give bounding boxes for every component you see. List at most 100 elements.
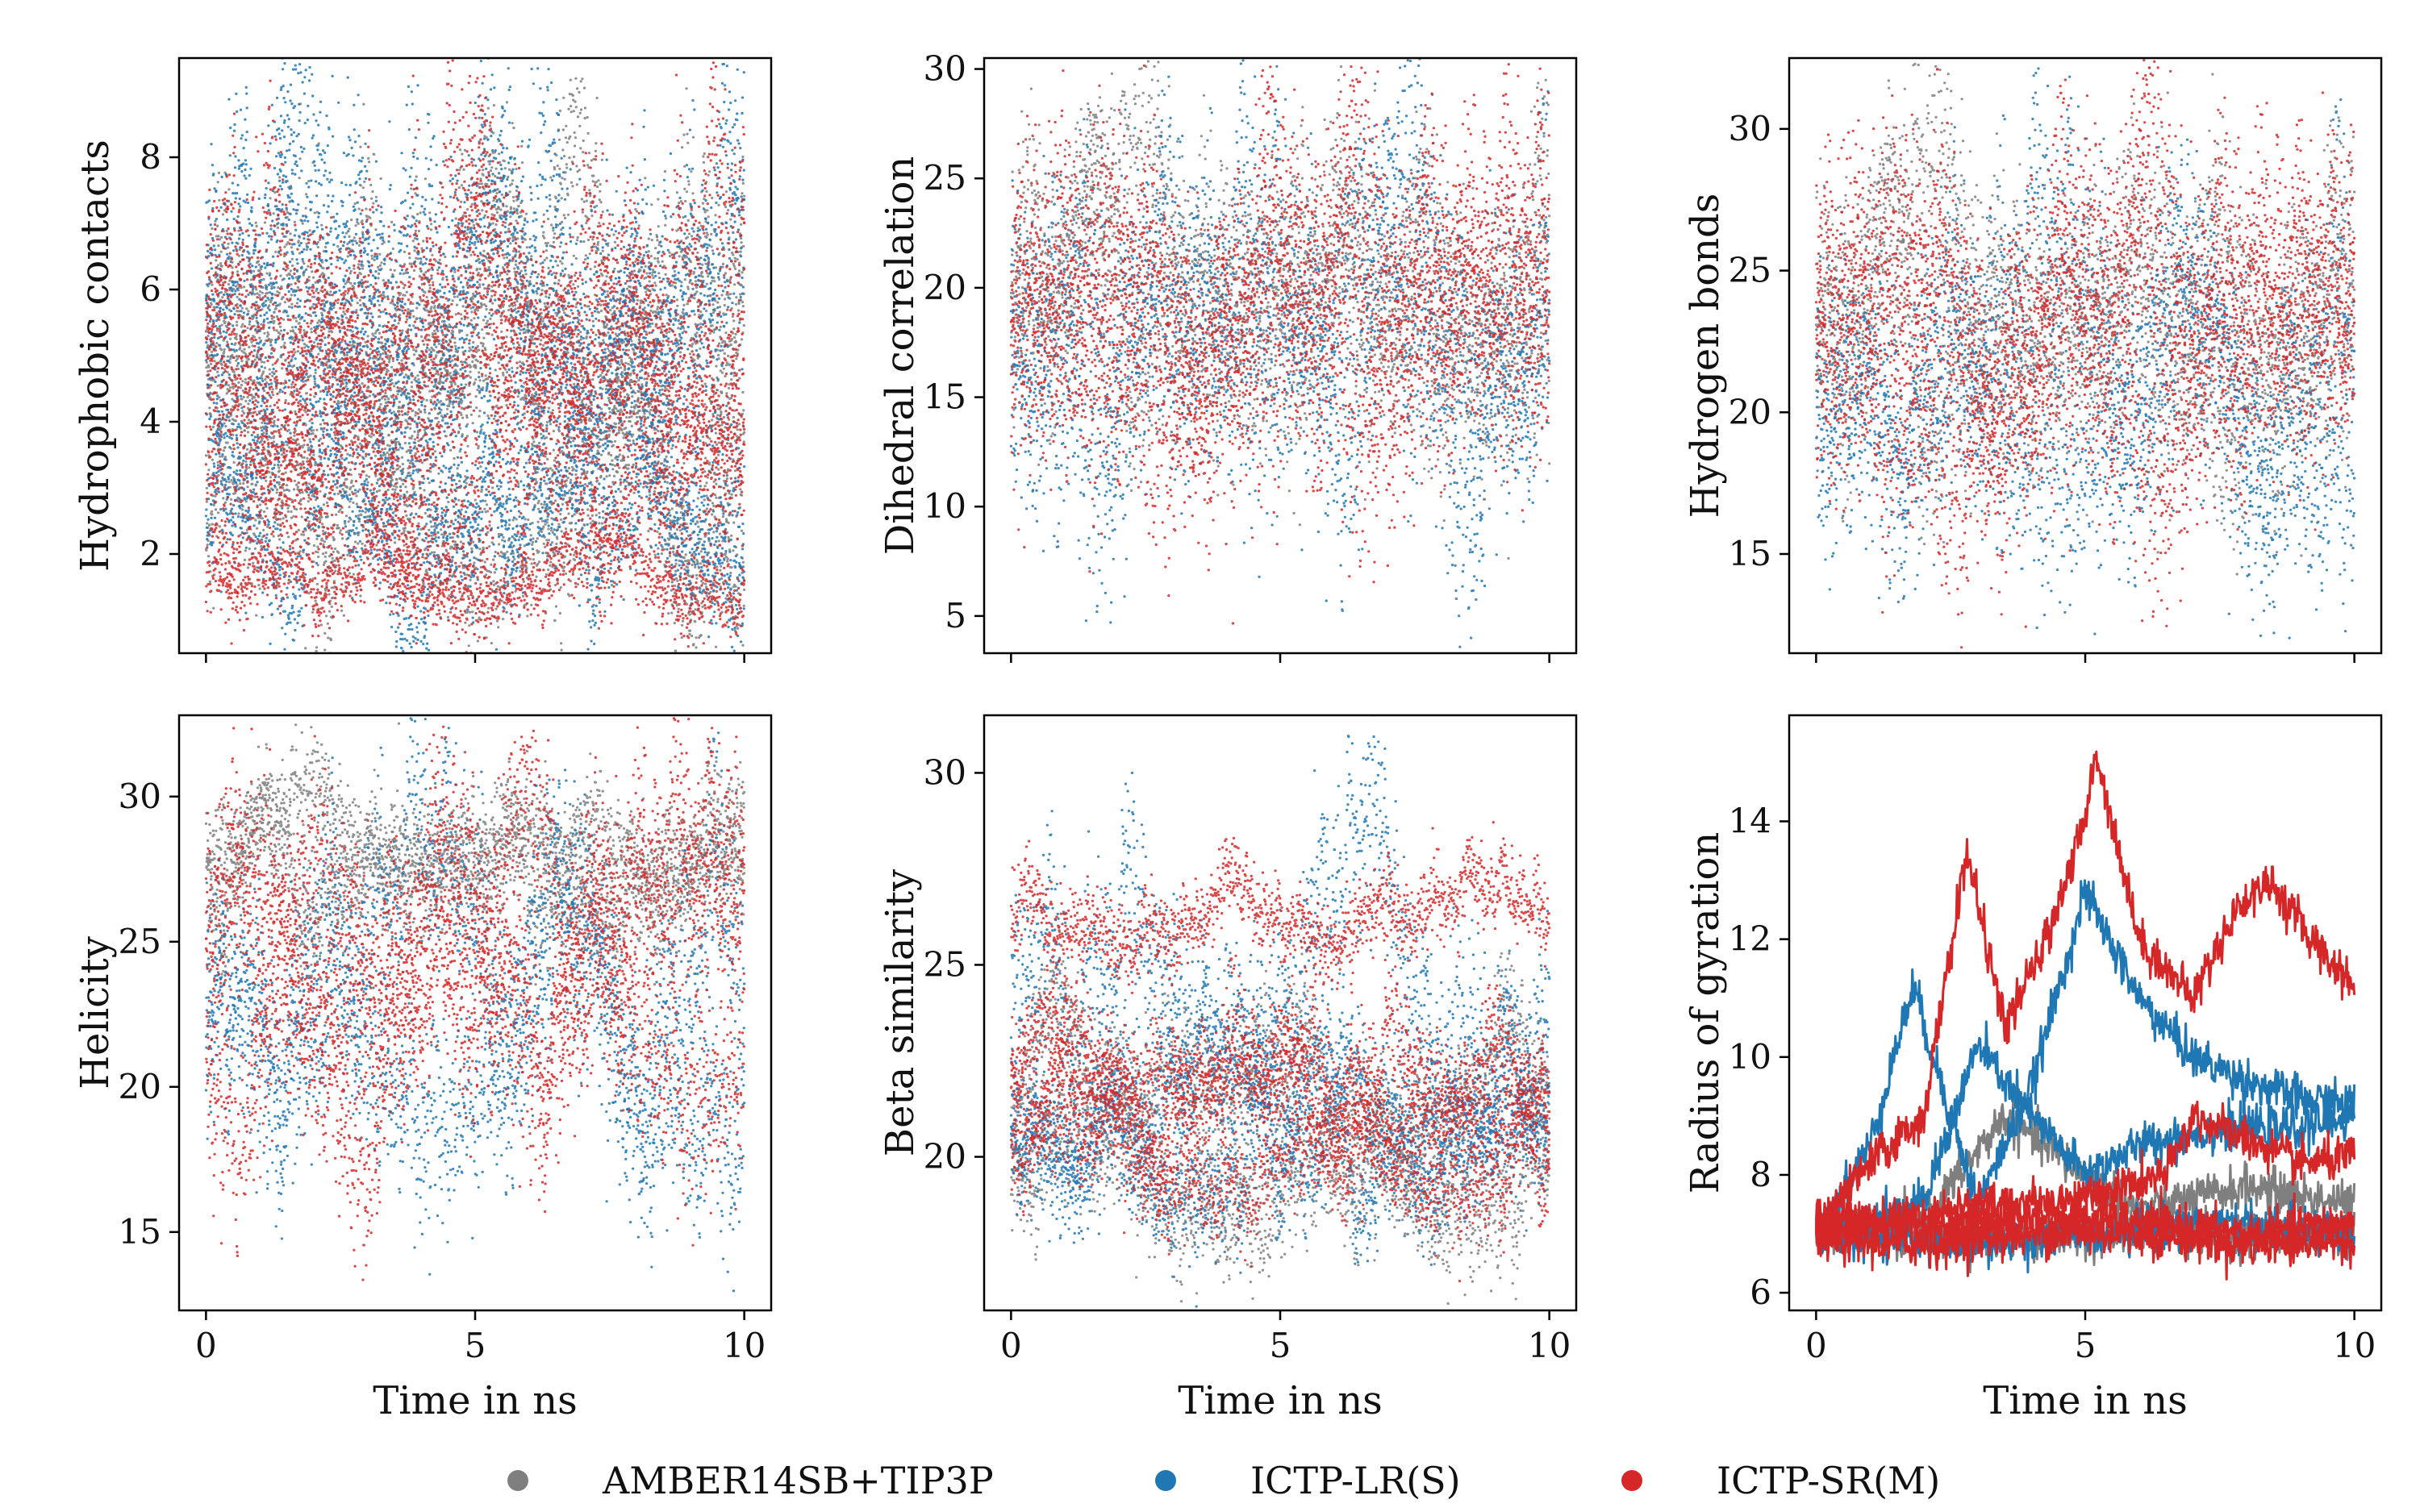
- series-AMBER14SB+TIP3P: [204, 722, 746, 998]
- trajectory-points: [204, 58, 745, 549]
- trajectory-points: [1009, 75, 1551, 518]
- y-axis-label: Hydrophobic contacts: [73, 140, 118, 572]
- panel-helicity: 15 20 25 30 0 5 10 Helicity Time in ns: [73, 714, 773, 1423]
- trajectory-line: [1814, 879, 2356, 1248]
- series-ICTP-SR(M): [1009, 821, 1551, 1283]
- x-axis-label: Time in ns: [1983, 1378, 2188, 1423]
- series-ICTP-LR(S): [204, 717, 746, 1293]
- legend-label: ICTP-LR(S): [1250, 1459, 1461, 1502]
- legend-item: ICTP-SR(M): [1621, 1459, 1940, 1502]
- plot-area-dihedral: [1009, 58, 1551, 648]
- x-tick-label: 5: [465, 1326, 486, 1365]
- y-tick-label: 5: [945, 596, 966, 635]
- y-axis-label: Radius of gyration: [1683, 832, 1728, 1194]
- y-tick-label: 10: [924, 486, 966, 526]
- trajectory-points: [1009, 63, 1551, 598]
- x-tick-label: 0: [1805, 1326, 1827, 1365]
- trajectory-line: [1814, 1185, 2355, 1264]
- y-tick-label: 20: [1729, 392, 1771, 431]
- x-tick-label: 0: [1000, 1326, 1022, 1365]
- y-tick-label: 25: [119, 922, 161, 961]
- legend-marker: [507, 1470, 528, 1491]
- legend-item: ICTP-LR(S): [1155, 1459, 1461, 1502]
- legend: AMBER14SB+TIP3P ICTP-LR(S) ICTP-SR(M): [507, 1459, 1940, 1502]
- y-tick-label: 25: [924, 158, 966, 198]
- series-ICTP-LR(S): [1814, 67, 2356, 639]
- trajectory-points: [204, 726, 746, 1108]
- trajectory-points: [204, 77, 746, 562]
- y-tick-label: 15: [924, 377, 966, 417]
- trajectory-points: [204, 722, 746, 998]
- plot-area-helicity: [204, 717, 746, 1293]
- y-tick-label: 30: [119, 777, 161, 816]
- x-tick-label: 10: [723, 1326, 766, 1365]
- y-axis-label: Helicity: [73, 936, 118, 1089]
- panel-beta: 20 25 30 0 5 10 Beta similarity Time in ns: [878, 714, 1578, 1423]
- trajectory-points: [1009, 58, 1551, 578]
- legend-marker: [1621, 1470, 1642, 1491]
- y-tick-label: 25: [1729, 251, 1771, 290]
- series-ICTP-SR(M): [1814, 59, 2356, 649]
- trajectory-points: [1009, 952, 1551, 1266]
- plot-area-beta: [1009, 715, 1551, 1310]
- trajectory-points: [204, 807, 746, 1281]
- trajectory-points: [1009, 58, 1551, 560]
- x-tick-label: 5: [1270, 1326, 1291, 1365]
- y-tick-label: 8: [1750, 1155, 1771, 1194]
- panel-hbonds: 15 20 25 30 Hydrogen bonds: [1683, 56, 2383, 663]
- y-tick-label: 6: [140, 269, 161, 309]
- y-tick-label: 4: [140, 402, 161, 441]
- y-axis-label: Hydrogen bonds: [1683, 194, 1728, 519]
- plot-area-hydrophobic: [204, 58, 746, 653]
- trajectory-points: [204, 293, 746, 653]
- trajectory-points: [1009, 58, 1551, 648]
- y-tick-label: 14: [1729, 802, 1771, 841]
- trajectory-points: [204, 779, 746, 1293]
- y-tick-label: 12: [1729, 919, 1771, 959]
- y-tick-label: 30: [924, 49, 966, 89]
- y-tick-label: 30: [1729, 109, 1771, 148]
- legend-marker: [1155, 1470, 1176, 1491]
- x-tick-label: 10: [2333, 1326, 2376, 1365]
- trajectory-points: [204, 58, 746, 598]
- legend-item: AMBER14SB+TIP3P: [507, 1459, 994, 1502]
- y-tick-label: 30: [924, 752, 966, 792]
- y-axis-label: Beta similarity: [878, 869, 923, 1156]
- panel-hydrophobic: 2 4 6 8 Hydrophobic contacts: [73, 56, 773, 663]
- series-ICTP-SR(M): [1009, 58, 1551, 625]
- plot-area-hbonds: [1814, 59, 2356, 649]
- x-tick-label: 5: [2075, 1326, 2097, 1365]
- y-tick-label: 15: [1729, 534, 1771, 573]
- y-tick-label: 20: [924, 268, 966, 307]
- y-tick-label: 15: [119, 1212, 161, 1252]
- trajectory-points: [1814, 91, 2356, 649]
- y-tick-label: 6: [1750, 1272, 1771, 1312]
- x-axis-label: Time in ns: [373, 1378, 578, 1423]
- trajectory-points: [1814, 78, 2356, 537]
- trajectory-points: [1009, 961, 1551, 1206]
- series-AMBER14SB+TIP3P: [1009, 58, 1551, 560]
- y-tick-label: 2: [140, 534, 161, 573]
- legend-label: AMBER14SB+TIP3P: [602, 1459, 994, 1502]
- trajectory-points: [1009, 821, 1551, 994]
- x-tick-label: 10: [1528, 1326, 1571, 1365]
- trajectory-line: [1814, 750, 2356, 1239]
- series-ICTP-LR(S): [1009, 58, 1551, 648]
- trajectory-points: [204, 194, 746, 626]
- x-tick-label: 0: [195, 1326, 217, 1365]
- series-ICTP-LR(S): [1009, 715, 1551, 1308]
- y-tick-label: 20: [924, 1137, 966, 1177]
- series-ICTP-SR(M): [1814, 750, 2356, 1281]
- y-tick-label: 8: [140, 137, 161, 177]
- trajectory-points: [1009, 1023, 1551, 1283]
- series-ICTP-SR(M): [204, 58, 746, 653]
- plot-area-rgyr: [1814, 750, 2356, 1281]
- y-tick-label: 25: [924, 944, 966, 984]
- series-ICTP-SR(M): [204, 717, 746, 1281]
- y-tick-label: 10: [1729, 1037, 1771, 1077]
- legend-label: ICTP-SR(M): [1717, 1459, 1940, 1502]
- panel-dihedral: 5 10 15 20 25 30 Dihedral correlation: [878, 49, 1578, 663]
- y-tick-label: 20: [119, 1067, 161, 1106]
